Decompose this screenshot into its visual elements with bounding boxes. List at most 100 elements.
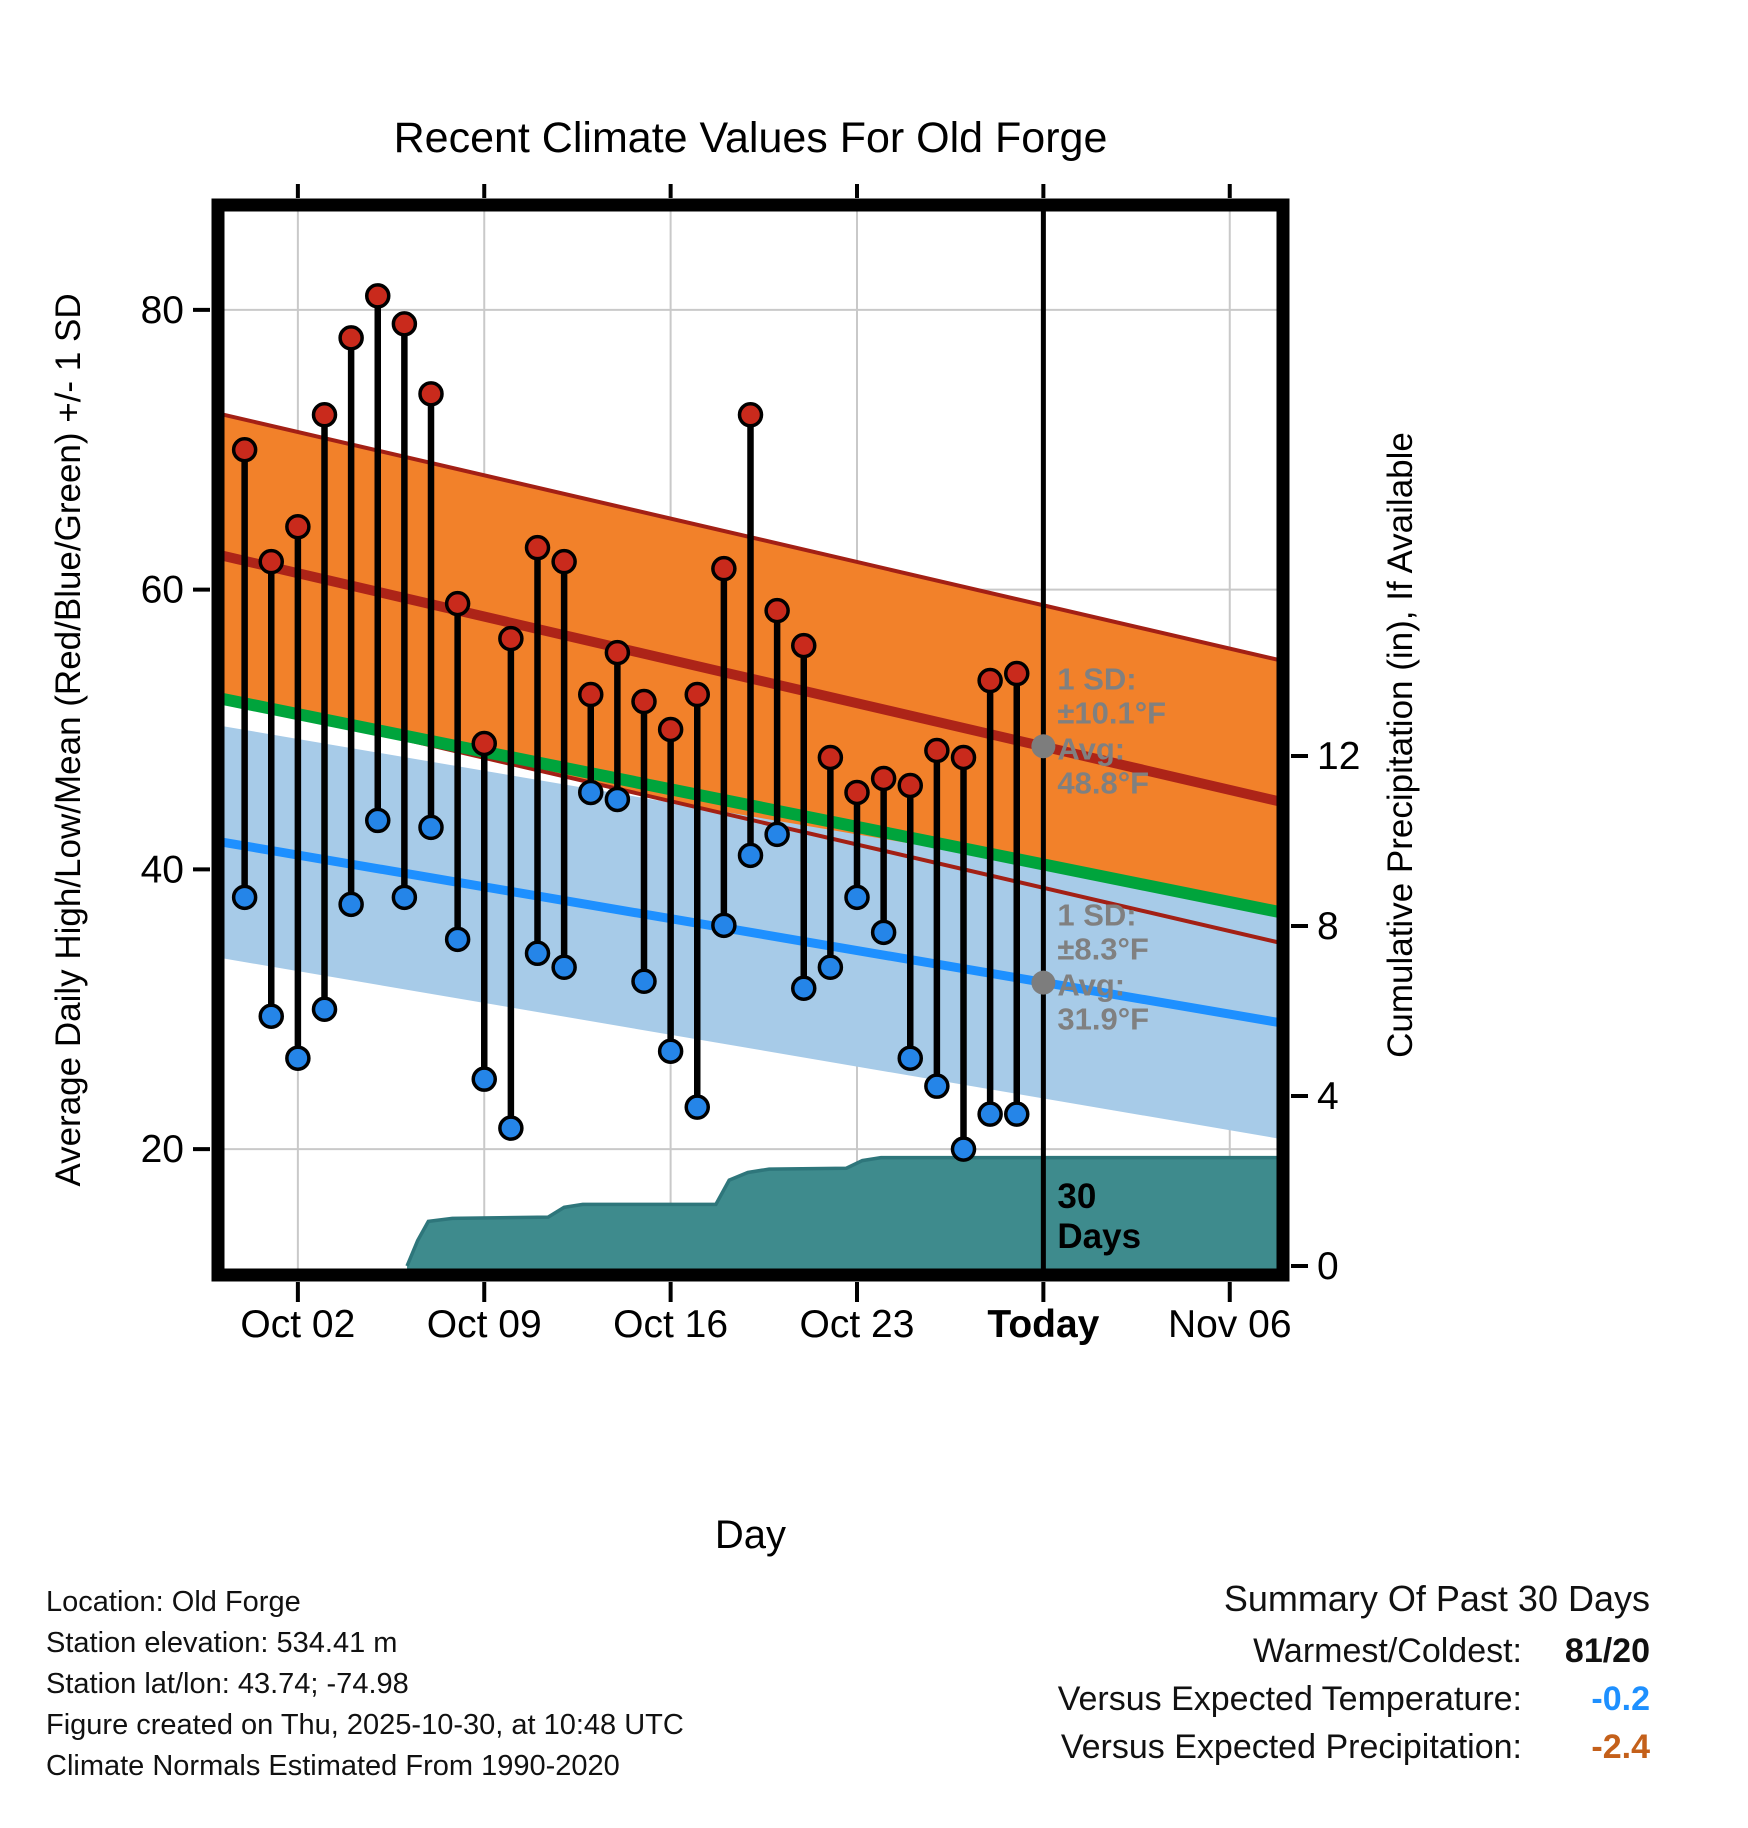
daily-high-dot bbox=[764, 597, 790, 624]
daily-low-dot bbox=[1004, 1101, 1030, 1127]
daily-low-dot bbox=[631, 968, 657, 995]
temperature-anomaly-value: -0.2 bbox=[1591, 1680, 1650, 1718]
daily-high-dot bbox=[817, 744, 844, 771]
y-left-tick-label: 60 bbox=[141, 569, 184, 612]
warmest-coldest-label: Warmest/Coldest: bbox=[1253, 1632, 1522, 1670]
daily-high-dot bbox=[444, 590, 471, 617]
precipitation-anomaly-label: Versus Expected Precipitation: bbox=[1060, 1728, 1522, 1766]
daily-high-dot bbox=[631, 688, 657, 715]
daily-high-dot bbox=[285, 513, 311, 540]
temperature-anomaly-label: Versus Expected Temperature: bbox=[1057, 1680, 1522, 1718]
daily-high-dot bbox=[897, 772, 923, 799]
avg-high-marker bbox=[1031, 734, 1056, 759]
daily-high-dot bbox=[471, 730, 497, 757]
figure-created-note: Figure created on Thu, 2025-10-30, at 10… bbox=[46, 1709, 684, 1741]
daily-high-dot bbox=[870, 765, 897, 792]
daily-high-dot bbox=[924, 737, 950, 764]
daily-low-dot bbox=[791, 975, 817, 1002]
daily-high-dot bbox=[578, 681, 604, 708]
daily-high-dot bbox=[1004, 660, 1030, 687]
daily-low-dot bbox=[258, 1003, 284, 1029]
daily-low-dot bbox=[418, 814, 444, 841]
daily-low-dot bbox=[498, 1115, 524, 1141]
daily-high-dot bbox=[311, 402, 338, 428]
daily-high-dot bbox=[657, 716, 684, 743]
daily-low-dot bbox=[551, 954, 577, 981]
daily-low-dot bbox=[977, 1101, 1003, 1127]
daily-high-dot bbox=[524, 534, 551, 561]
daily-high-dot bbox=[604, 639, 631, 666]
precipitation-anomaly-value: -2.4 bbox=[1591, 1728, 1650, 1766]
daily-high-dot bbox=[365, 283, 391, 309]
daily-high-dot bbox=[258, 548, 284, 575]
y-right-tick-label: 12 bbox=[1317, 735, 1360, 778]
daily-low-dot bbox=[231, 884, 258, 911]
daily-low-dot bbox=[764, 821, 790, 848]
daily-high-dot bbox=[711, 555, 737, 582]
summary-row-precipitation-anomaly: Versus Expected Precipitation: -2.4 bbox=[1058, 1728, 1650, 1767]
daily-high-dot bbox=[391, 311, 418, 337]
daily-low-dot bbox=[285, 1045, 311, 1071]
summary-title: Summary Of Past 30 Days bbox=[1223, 1578, 1650, 1619]
daily-high-dot bbox=[844, 779, 870, 806]
daily-high-dot bbox=[551, 548, 577, 575]
x-axis-label: Day bbox=[715, 1513, 786, 1557]
daily-low-dot bbox=[817, 954, 844, 981]
daily-low-dot bbox=[897, 1045, 923, 1071]
avg-low-marker bbox=[1031, 970, 1056, 995]
summary-block: Summary Of Past 30 Days Warmest/Coldest:… bbox=[1058, 1578, 1650, 1767]
daily-low-dot bbox=[844, 884, 870, 911]
high-annotation-avg-label: Avg: bbox=[1057, 731, 1125, 766]
daily-high-dot bbox=[791, 632, 817, 659]
station-latlon: Station lat/lon: 43.74; -74.98 bbox=[46, 1668, 409, 1700]
low-annotation-avg-label: Avg: bbox=[1057, 968, 1125, 1003]
y-left-tick-label: 40 bbox=[141, 848, 184, 891]
climate-normals-note: Climate Normals Estimated From 1990-2020 bbox=[46, 1750, 620, 1782]
daily-low-dot bbox=[365, 807, 391, 834]
daily-high-dot bbox=[498, 625, 524, 652]
high-annotation-sd-label: 1 SD: bbox=[1057, 661, 1136, 696]
daily-low-dot bbox=[950, 1136, 977, 1162]
low-annotation-sd-label: 1 SD: bbox=[1057, 898, 1136, 933]
window-label-line1: 30 bbox=[1057, 1177, 1096, 1216]
x-tick-label: Oct 02 bbox=[240, 1303, 355, 1346]
daily-high-dot bbox=[684, 681, 710, 708]
daily-low-dot bbox=[524, 940, 551, 967]
y-right-tick-label: 4 bbox=[1317, 1075, 1339, 1118]
daily-low-dot bbox=[578, 779, 604, 806]
daily-low-dot bbox=[604, 786, 631, 813]
y-left-tick-label: 20 bbox=[141, 1128, 184, 1171]
daily-low-dot bbox=[870, 919, 897, 946]
daily-low-dot bbox=[471, 1066, 497, 1092]
avg-low-line bbox=[217, 836, 1284, 1028]
y-right-tick-label: 0 bbox=[1317, 1245, 1339, 1288]
daily-low-dot bbox=[684, 1094, 710, 1120]
y-right-tick-label: 8 bbox=[1317, 905, 1339, 948]
high-annotation-sd-value: ±10.1°F bbox=[1057, 695, 1166, 730]
y-right-axis-label: Cumulative Precipitation (in), If Availa… bbox=[1381, 432, 1420, 1058]
daily-high-dot bbox=[977, 667, 1003, 694]
daily-low-dot bbox=[311, 996, 338, 1022]
x-tick-label: Oct 23 bbox=[800, 1303, 915, 1346]
x-tick-label: Nov 06 bbox=[1168, 1303, 1292, 1346]
daily-low-dot bbox=[737, 842, 764, 869]
daily-high-dot bbox=[231, 437, 258, 463]
station-location: Location: Old Forge bbox=[46, 1586, 301, 1618]
daily-low-dot bbox=[338, 891, 364, 918]
chart-title: Recent Climate Values For Old Forge bbox=[394, 114, 1108, 162]
daily-high-dot bbox=[737, 402, 764, 428]
y-left-axis-label: Average Daily High/Low/Mean (Red/Blue/Gr… bbox=[49, 293, 88, 1186]
summary-row-warmest-coldest: Warmest/Coldest: 81/20 bbox=[1058, 1632, 1650, 1671]
cumulative-precip-area bbox=[407, 1157, 1284, 1273]
low-annotation-sd-value: ±8.3°F bbox=[1057, 932, 1148, 967]
y-left-tick-label: 80 bbox=[141, 289, 184, 332]
low-annotation-avg-value: 31.9°F bbox=[1057, 1002, 1149, 1037]
cumulative-precip-edge bbox=[405, 1155, 1283, 1267]
daily-low-dot bbox=[444, 926, 471, 953]
daily-high-dot bbox=[338, 325, 364, 351]
daily-low-dot bbox=[924, 1073, 950, 1099]
station-elevation: Station elevation: 534.41 m bbox=[46, 1627, 398, 1659]
daily-high-dot bbox=[418, 381, 444, 407]
